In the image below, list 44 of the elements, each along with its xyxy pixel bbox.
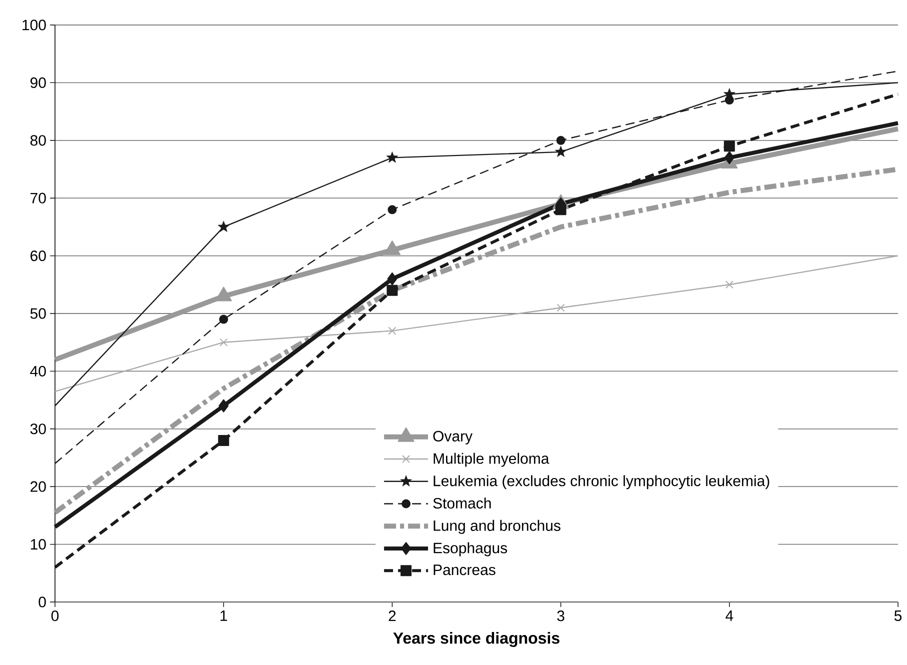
y-tick-label: 10	[30, 538, 46, 550]
point	[218, 434, 230, 446]
legend-label: Pancreas	[434, 564, 496, 576]
legend-label: Leukemia (excludes chronic lymphocytic leukemia)	[434, 475, 770, 490]
point	[388, 205, 397, 214]
legend-label: Esophagus	[434, 542, 508, 556]
y-tick-label: 90	[30, 77, 46, 88]
point	[556, 304, 565, 312]
x-tick-label: 5	[894, 610, 902, 621]
point	[219, 314, 228, 324]
point	[725, 280, 734, 289]
point	[218, 399, 229, 412]
point	[724, 96, 734, 105]
y-tick-label: 20	[30, 481, 46, 492]
y-tick-label: 0	[38, 596, 46, 608]
y-tick-label: 60	[30, 250, 46, 262]
x-tick-label: 4	[726, 610, 734, 621]
x-tick-label: 1	[220, 610, 228, 621]
point	[724, 151, 734, 164]
legend-label: Lung and bronchus	[434, 520, 560, 534]
legend-label: Ovary	[433, 430, 473, 444]
point	[555, 204, 566, 216]
x-tick-label: 2	[388, 610, 396, 622]
y-tick-label: 40	[30, 366, 46, 377]
point	[386, 152, 398, 163]
point	[554, 146, 567, 157]
x-tick-label: 0	[51, 610, 59, 622]
y-tick-label: 70	[30, 192, 46, 204]
y-tick-label: 30	[30, 424, 46, 434]
legend-label: Stomach	[433, 498, 491, 509]
y-tick-label: 50	[30, 308, 46, 319]
point	[218, 220, 230, 232]
x-axis-title: Years since diagnosis	[393, 632, 560, 647]
y-tick-label: 80	[30, 135, 46, 146]
point	[386, 284, 398, 296]
line-series	[54, 255, 899, 392]
point	[387, 272, 398, 286]
point	[724, 140, 735, 152]
y-tick-label: 100	[22, 20, 46, 30]
point	[556, 136, 566, 145]
point	[388, 326, 396, 335]
x-tick-label: 3	[557, 610, 564, 622]
legend-label: Multiple myeloma	[434, 452, 550, 467]
point	[220, 338, 228, 346]
